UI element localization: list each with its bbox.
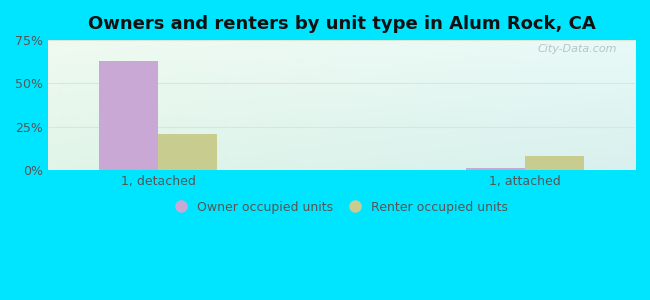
- Title: Owners and renters by unit type in Alum Rock, CA: Owners and renters by unit type in Alum …: [88, 15, 595, 33]
- Bar: [525, 156, 584, 170]
- Text: City-Data.com: City-Data.com: [538, 44, 617, 54]
- Bar: [158, 134, 216, 170]
- Legend: Owner occupied units, Renter occupied units: Owner occupied units, Renter occupied un…: [170, 196, 513, 219]
- Bar: [99, 61, 158, 170]
- Bar: [466, 169, 525, 170]
